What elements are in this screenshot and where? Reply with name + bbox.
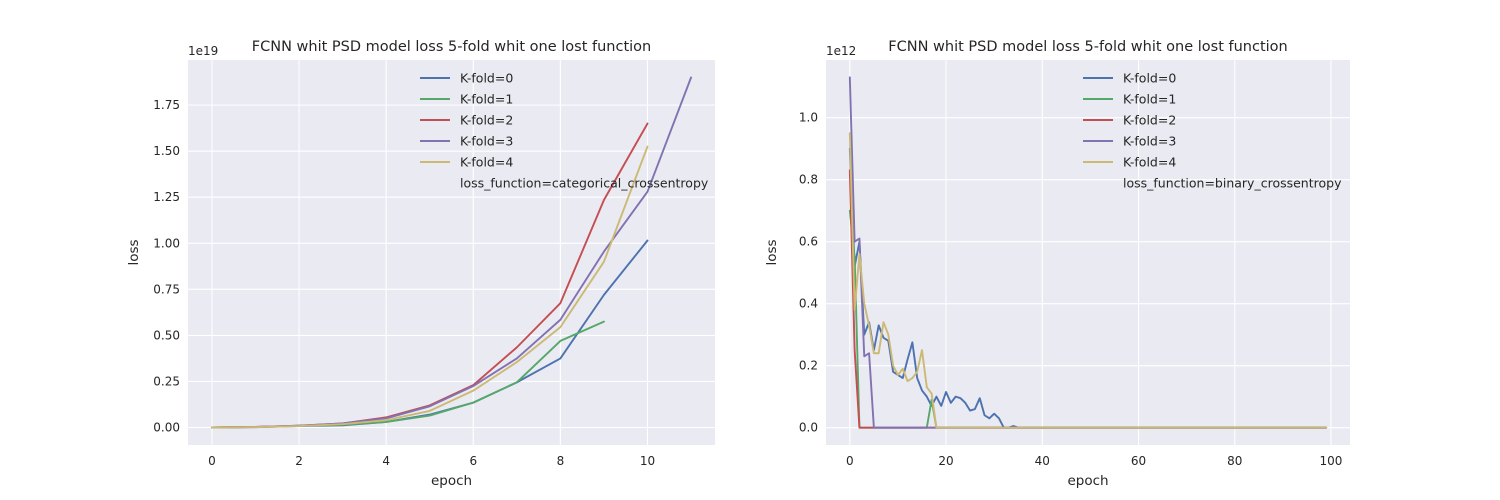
y-tick-label: 0.75 [153,282,180,296]
legend: K-fold=0 K-fold=1 K-fold=2 K-fold=3 K-fold=4… [1083,71,1342,191]
legend-entry: K-fold=0 [460,71,513,86]
legend-note: loss_function=categorical_crossentropy [460,176,709,191]
grid [826,60,1350,445]
chart-2: 0 20 40 60 80 100 0.0 0.2 0.4 0.6 0.8 1.0 1e12 epoch l… [764,39,1350,489]
y-tick-label: 1.25 [153,190,180,204]
legend: K-fold=0 K-fold=1 K-fold=2 K-fold=3 K-fold=4… [420,71,709,191]
series-line-kfold-0 [848,147,1328,429]
legend-entry: K-fold=1 [1123,92,1176,107]
x-tick-label: 80 [1227,454,1242,468]
x-tick-label: 60 [1131,454,1146,468]
y-tick-label: 0.50 [153,328,180,342]
x-tick-label: 8 [557,454,565,468]
legend-entry: K-fold=2 [460,113,513,128]
plot-area [826,60,1350,445]
y-tick-label: 1.00 [153,236,180,250]
x-tick-label: 0 [846,454,854,468]
x-axis-label: epoch [431,473,472,489]
y-tick-label: 0.6 [799,235,818,249]
series-line-kfold-4 [848,132,1328,429]
y-tick-label: 1.50 [153,144,180,158]
y-tick-label: 1.0 [799,111,818,125]
chart-title: FCNN whit PSD model loss 5-fold whit one… [888,39,1287,55]
series-line-kfold-3 [848,76,1328,429]
x-tick-label: 40 [1035,454,1050,468]
legend-entry: K-fold=2 [1123,113,1176,128]
legend-note: loss_function=binary_crossentropy [1123,176,1342,191]
y-tick-label: 0.8 [799,173,818,187]
y-tick-label: 0.4 [799,297,818,311]
x-tick-label: 2 [295,454,303,468]
x-tick-label: 4 [382,454,390,468]
plot-area [188,60,715,445]
y-axis-label: loss [764,239,780,265]
y-axis-label: loss [126,239,142,265]
chart-title: FCNN whit PSD model loss 5-fold whit one… [252,39,651,55]
axis-offset-label: 1e19 [188,44,218,58]
chart-1: 0 2 4 6 8 10 0.00 0.25 0.50 0.75 1.00 1.25 1.50 1.75 1… [126,39,715,489]
legend-entry: K-fold=1 [460,92,513,107]
y-tick-label: 0.00 [153,421,180,435]
legend-entry: K-fold=0 [1123,71,1176,86]
legend-entry: K-fold=3 [1123,134,1176,149]
x-tick-label: 6 [469,454,477,468]
x-axis-label: epoch [1067,473,1108,489]
y-tick-label: 0.0 [799,421,818,435]
y-tick-label: 1.75 [153,98,180,112]
legend-entry: K-fold=3 [460,134,513,149]
axis-offset-label: 1e12 [826,44,856,58]
legend-entry: K-fold=4 [1123,155,1176,170]
y-tick-label: 0.25 [153,374,180,388]
x-tick-label: 0 [208,454,216,468]
x-tick-label: 20 [938,454,953,468]
series-line-kfold-4 [210,145,649,429]
y-tick-label: 0.2 [799,359,818,373]
legend-entry: K-fold=4 [460,155,513,170]
x-tick-label: 10 [640,454,655,468]
x-tick-label: 100 [1320,454,1343,468]
